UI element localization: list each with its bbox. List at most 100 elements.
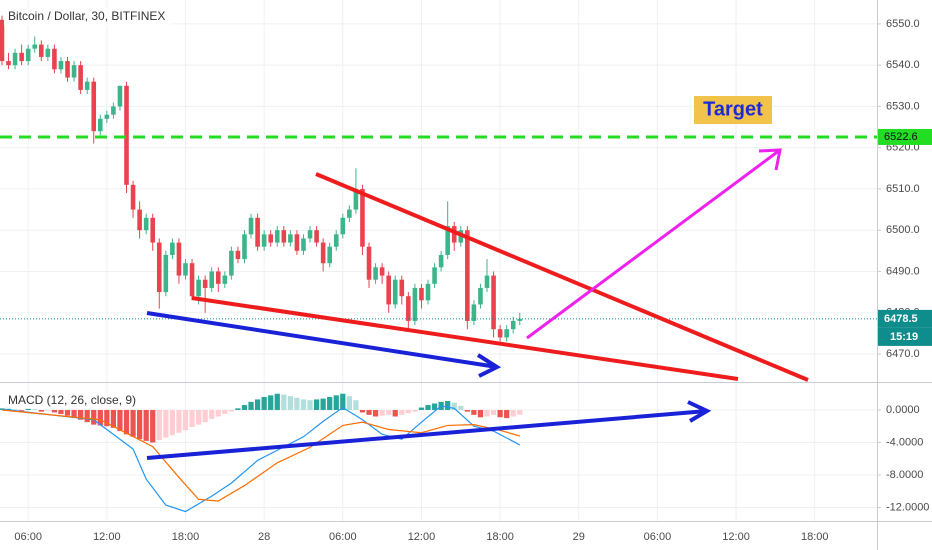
histogram-bar	[84, 409, 90, 423]
candle-body	[438, 254, 444, 268]
candle-body	[71, 65, 77, 78]
x-tick-label: 18:00	[172, 531, 200, 543]
y-tick-label: 6530.0	[886, 100, 920, 112]
candle-body	[38, 44, 44, 57]
histogram-bar	[510, 409, 516, 417]
histogram-bar	[235, 408, 241, 410]
indicator-bg	[6, 393, 134, 409]
x-tick-label: 28	[258, 531, 270, 543]
y-tick-label: 6510.0	[886, 183, 920, 195]
candle-body	[183, 263, 188, 276]
histogram-bar	[418, 407, 425, 410]
y-tick-label: 6500.0	[886, 224, 920, 236]
arrowhead	[758, 148, 782, 171]
histogram-bar	[25, 408, 31, 410]
histogram-bar	[64, 409, 71, 416]
macd-tick-label: 0.0000	[886, 404, 920, 416]
candle-body	[91, 81, 97, 132]
histogram-bar	[346, 396, 352, 410]
candle-body	[84, 81, 90, 90]
histogram-bar	[458, 405, 464, 410]
histogram-bar	[241, 405, 248, 410]
candle-body	[150, 217, 156, 243]
x-tick-label: 12:00	[722, 531, 750, 543]
candle-body	[242, 234, 247, 260]
candle-body	[412, 287, 418, 321]
candle-body	[320, 242, 326, 264]
histogram-bar	[104, 409, 110, 427]
histogram-bar	[143, 409, 149, 441]
x-tick-label: 12:00	[408, 531, 436, 543]
histogram-bar	[431, 403, 438, 410]
trendline	[146, 311, 498, 369]
candle-body	[517, 318, 523, 321]
target-level-label: 6522.6	[884, 131, 918, 143]
candle-body	[0, 19, 5, 62]
chart-title: Bitcoin / Dollar, 30, BITFINEX	[8, 9, 165, 23]
candle-body	[307, 230, 313, 239]
candle-body	[25, 48, 31, 62]
arrowhead	[687, 400, 712, 423]
histogram-bar	[209, 409, 215, 419]
trendline	[315, 172, 809, 382]
histogram-bar	[300, 399, 307, 410]
candle-body	[163, 254, 169, 293]
candle-body	[445, 226, 450, 255]
countdown-badge	[878, 327, 932, 346]
x-tick-label: 06:00	[329, 531, 357, 543]
candle-body	[294, 234, 300, 251]
drawings	[146, 148, 809, 382]
histogram-bar	[215, 409, 221, 417]
histogram-bar	[287, 396, 293, 410]
histogram-bar	[71, 409, 77, 418]
macd-drawings	[146, 400, 712, 460]
histogram-bar	[268, 395, 274, 410]
x-tick-label: 18:00	[801, 531, 829, 543]
histogram-bar	[405, 409, 411, 414]
histogram-bar	[12, 409, 18, 410]
histogram-bar	[372, 409, 379, 417]
y-tick-label: 6470.0	[886, 348, 920, 360]
candle-body	[111, 106, 116, 115]
candle-body	[78, 65, 83, 90]
candle-body	[392, 279, 398, 305]
candle-body	[215, 271, 221, 284]
candle-body	[196, 279, 201, 297]
y-tick-label: 6490.0	[886, 265, 920, 277]
histogram-bar	[228, 409, 234, 412]
candle-body	[261, 234, 267, 247]
histogram-bar	[412, 409, 418, 412]
histogram-bar	[38, 409, 44, 412]
histogram-bar	[379, 409, 385, 416]
target-label: Target	[703, 98, 763, 120]
candle-body	[143, 217, 149, 231]
candle-body	[255, 217, 260, 247]
histogram-bar	[248, 401, 254, 410]
candle-body	[386, 275, 391, 305]
histogram-bar	[425, 405, 431, 410]
macd-tick-label: -12.0000	[886, 501, 929, 513]
candle-body	[333, 234, 339, 247]
candle-body	[478, 287, 483, 305]
candle-body	[471, 304, 477, 321]
candle-body	[176, 242, 182, 276]
histogram-bar	[320, 398, 326, 410]
candle-body	[347, 209, 352, 218]
histogram-bar	[150, 409, 156, 443]
candle-body	[97, 118, 103, 132]
x-tick-label: 06:00	[14, 531, 42, 543]
macd-tick-label: -8.0000	[886, 469, 923, 481]
x-tick-label: 18:00	[486, 531, 514, 543]
x-tick-label: 12:00	[93, 531, 121, 543]
candle-body	[117, 85, 123, 107]
histogram-bar	[45, 409, 51, 411]
signal-line	[1, 409, 520, 502]
histogram-bar	[392, 409, 398, 417]
histogram-bar	[169, 409, 176, 436]
histogram-bar	[307, 400, 313, 410]
candle-body	[504, 329, 509, 338]
candle-body	[12, 52, 18, 66]
arrowhead	[476, 353, 502, 378]
macd-line	[1, 405, 521, 513]
